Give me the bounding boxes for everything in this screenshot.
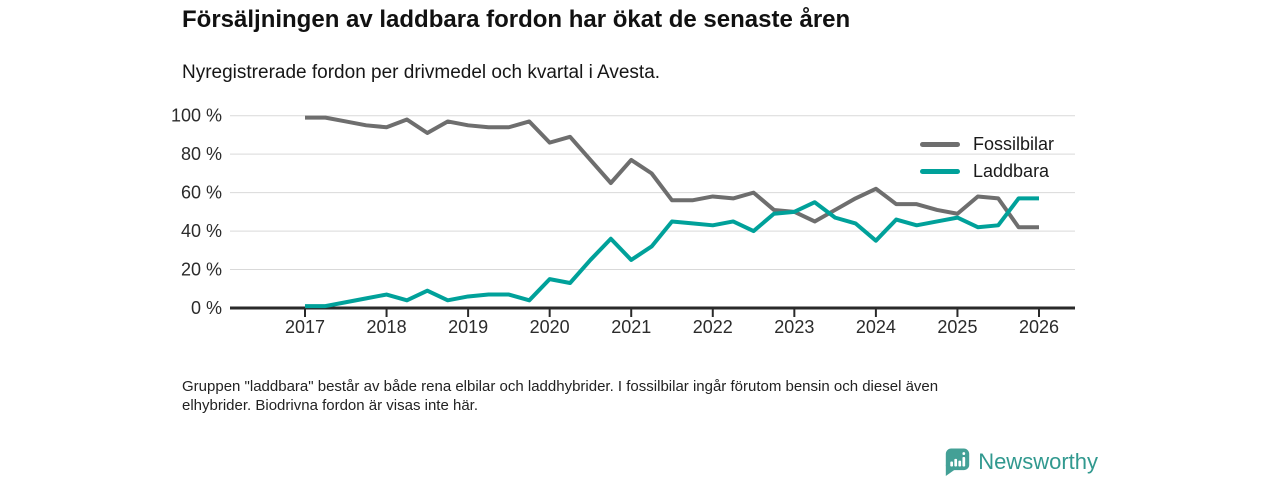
y-tick-label: 60 % [181, 183, 222, 203]
x-tick-label: 2019 [448, 317, 488, 337]
x-tick-label: 2026 [1019, 317, 1059, 337]
x-tick-label: 2017 [285, 317, 325, 337]
x-tick-label: 2025 [937, 317, 977, 337]
newsworthy-logo-text: Newsworthy [978, 448, 1098, 474]
page-title: Försäljningen av laddbara fordon har öka… [182, 6, 851, 33]
legend-label-laddbara: Laddbara [973, 161, 1050, 181]
footnote-line-1: Gruppen "laddbara" består av både rena e… [182, 378, 939, 395]
x-tick-label: 2024 [856, 317, 896, 337]
x-tick-label: 2023 [774, 317, 814, 337]
y-tick-label: 100 % [171, 106, 222, 126]
chart-legend: Fossilbilar Laddbara [920, 131, 1054, 185]
legend-swatch-fossilbilar [920, 142, 960, 147]
x-tick-label: 2018 [367, 317, 407, 337]
legend-label-fossilbilar: Fossilbilar [973, 134, 1055, 154]
legend-item-fossilbilar: Fossilbilar [920, 131, 1054, 158]
y-tick-label: 0 % [191, 298, 222, 318]
series-line-fossilbilar [305, 115, 1039, 230]
x-tick-label: 2020 [530, 317, 570, 337]
newsworthy-logo-icon [945, 448, 970, 476]
y-tick-label: 40 % [181, 221, 222, 241]
chart-footnote: Gruppen "laddbara" består av både rena e… [182, 377, 938, 415]
footnote-line-2: elhybrider. Biodrivna fordon är visas in… [182, 397, 478, 414]
y-tick-label: 20 % [181, 260, 222, 280]
legend-item-laddbara: Laddbara [920, 158, 1054, 185]
series-line-laddbara [305, 196, 1039, 309]
y-tick-label: 80 % [181, 144, 222, 164]
chart-subtitle: Nyregistrerade fordon per drivmedel och … [182, 62, 661, 83]
newsworthy-logo: Newsworthy [944, 445, 1098, 478]
x-tick-label: 2021 [611, 317, 651, 337]
legend-swatch-laddbara [920, 169, 960, 174]
x-tick-label: 2022 [693, 317, 733, 337]
